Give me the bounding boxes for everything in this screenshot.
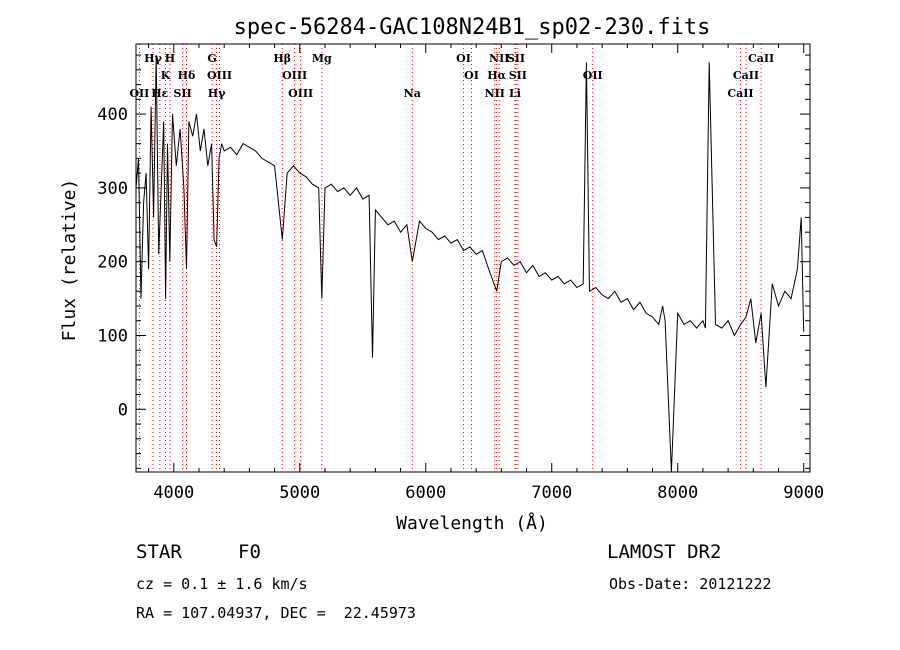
line-label: H xyxy=(165,52,175,65)
line-label: SII xyxy=(507,52,525,65)
line-label: SII xyxy=(173,87,191,100)
observation-date: Obs-Date: 20121222 xyxy=(609,575,772,593)
y-axis-label: Flux (relative) xyxy=(59,179,80,342)
x-axis-label: Wavelength (Å) xyxy=(396,512,548,534)
survey-name: LAMOST DR2 xyxy=(607,541,722,563)
line-label: Hδ xyxy=(178,69,196,82)
spectrum-line xyxy=(135,55,805,473)
line-label: Mg xyxy=(312,52,332,65)
line-label: OIII xyxy=(207,69,232,82)
line-label: OIII xyxy=(282,69,307,82)
x-tick-label: 8000 xyxy=(657,483,698,503)
chart-title: spec-56284-GAC108N24B1_sp02-230.fits xyxy=(234,15,711,40)
object-type: STAR xyxy=(136,541,182,563)
x-tick-label: 9000 xyxy=(783,483,824,503)
y-tick-label: 300 xyxy=(97,179,128,199)
line-label: Hε xyxy=(151,87,168,100)
line-label: NII xyxy=(485,87,505,100)
line-markers xyxy=(138,44,762,472)
y-tick-label: 400 xyxy=(97,105,128,125)
line-label: CaII xyxy=(748,52,774,65)
line-label: Li xyxy=(509,87,521,100)
line-label: OII xyxy=(583,69,603,82)
line-label: OI xyxy=(456,52,471,65)
x-tick-label: 6000 xyxy=(405,483,446,503)
x-tick-label: 4000 xyxy=(153,483,194,503)
axis-ticks: 4000 5000 6000 7000 8000 9000 0 100 200 300 400 xyxy=(97,44,824,503)
line-label: K xyxy=(161,69,171,82)
line-label: CaII xyxy=(733,69,759,82)
x-tick-label: 5000 xyxy=(279,483,320,503)
redshift-cz: cz = 0.1 ± 1.6 km/s xyxy=(136,575,308,593)
line-label: OI xyxy=(464,69,479,82)
plot-frame xyxy=(135,43,811,473)
line-label: Hα xyxy=(487,69,506,82)
spectral-subclass: F0 xyxy=(238,541,261,563)
line-label: SII xyxy=(509,69,527,82)
line-label: Hγ xyxy=(144,52,162,65)
x-tick-label: 7000 xyxy=(531,483,572,503)
line-label: G xyxy=(207,52,216,65)
line-label: Hγ xyxy=(208,87,226,100)
line-label: OIII xyxy=(288,87,313,100)
line-label: NII xyxy=(489,52,509,65)
y-tick-label: 200 xyxy=(97,253,128,273)
line-label: Na xyxy=(404,87,421,100)
line-label: OII xyxy=(129,87,149,100)
y-tick-label: 0 xyxy=(118,400,128,420)
y-tick-label: 100 xyxy=(97,326,128,346)
coordinates: RA = 107.04937, DEC = 22.45973 xyxy=(136,604,416,622)
line-label: Hβ xyxy=(273,52,291,65)
line-label: CaII xyxy=(727,87,753,100)
